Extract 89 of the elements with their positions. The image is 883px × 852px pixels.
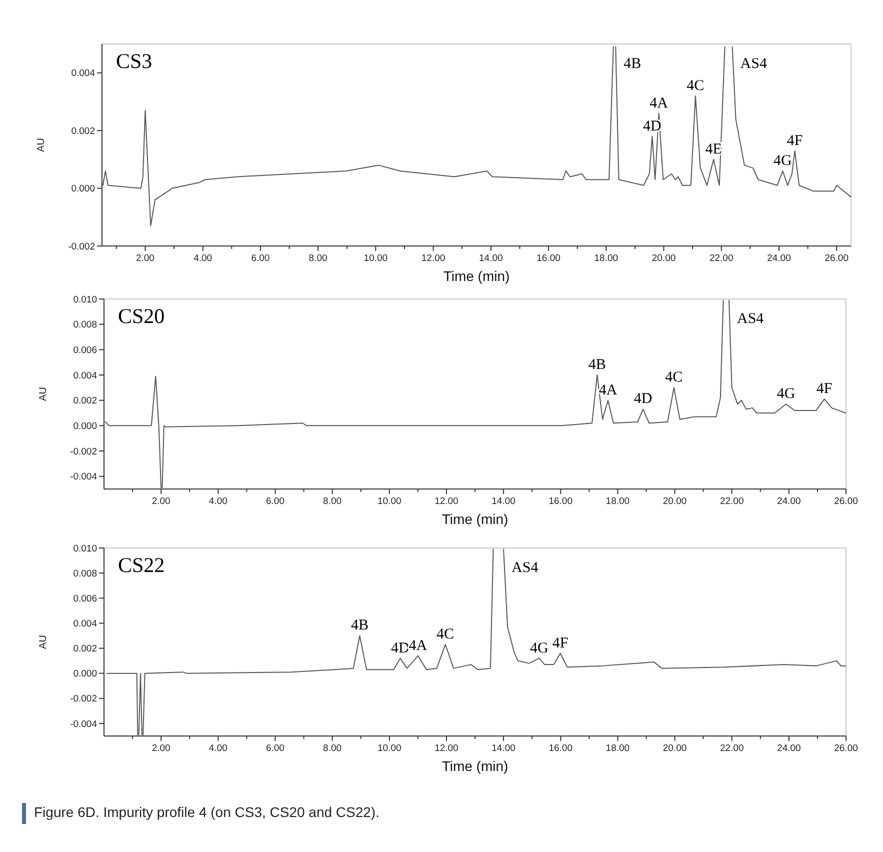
- annotation: 4D: [391, 640, 410, 656]
- chart-title: CS3: [116, 49, 152, 73]
- x-axis-title: Time (min): [442, 758, 508, 774]
- annotation: 4F: [786, 132, 803, 149]
- annotation: 4B: [624, 56, 642, 72]
- caption: Figure 6D. Impurity profile 4 (on CS3, CS20 and CS22).: [34, 804, 380, 820]
- x-tick-label: 12.00: [434, 743, 458, 754]
- y-tick-label: -0.002: [70, 694, 97, 705]
- annotation: 4F: [552, 635, 568, 652]
- x-tick-label: 14.00: [492, 496, 516, 507]
- x-tick-label: 18.00: [606, 496, 630, 507]
- x-tick-label: 16.00: [548, 743, 573, 754]
- x-tick-label: 26.00: [824, 253, 848, 264]
- y-tick-label: 0.008: [73, 568, 97, 580]
- x-tick-label: 26.00: [834, 743, 858, 754]
- x-tick-label: 24.00: [777, 743, 801, 754]
- y-tick-label: 0.008: [73, 320, 97, 331]
- x-tick-label: 8.00: [323, 496, 342, 507]
- annotation: 4B: [588, 357, 606, 373]
- y-tick-label: -0.004: [70, 472, 97, 483]
- x-tick-label: 2.00: [152, 743, 170, 754]
- annotation: 4F: [816, 381, 832, 398]
- y-tick-label: -0.002: [70, 446, 97, 458]
- x-tick-label: 4.00: [208, 743, 228, 754]
- x-tick-label: 2.00: [152, 496, 170, 507]
- x-tick-label: 8.00: [308, 253, 328, 264]
- x-tick-label: 20.00: [652, 253, 676, 264]
- y-tick-label: 0.002: [73, 396, 97, 407]
- y-tick-label: 0.002: [71, 126, 95, 137]
- annotation: 4C: [686, 78, 704, 94]
- annotation: 4G: [530, 640, 549, 656]
- x-tick-label: 20.00: [662, 743, 687, 754]
- x-axis-title: Time (min): [442, 511, 508, 527]
- x-tick-label: 8.00: [323, 743, 342, 754]
- x-tick-label: 22.00: [720, 743, 744, 754]
- y-tick-label: 0.004: [71, 68, 95, 80]
- y-tick-label: 0.006: [73, 344, 97, 356]
- x-tick-label: 6.00: [251, 253, 270, 264]
- x-tick-label: 10.00: [377, 496, 402, 507]
- annotation: 4D: [634, 391, 652, 408]
- annotation: 4A: [408, 638, 428, 654]
- x-tick-label: 12.00: [434, 496, 458, 507]
- annotation: AS4: [740, 56, 768, 72]
- y-tick-label: 0.002: [73, 644, 97, 655]
- y-tick-label: 0.000: [73, 420, 97, 432]
- x-tick-label: 24.00: [767, 253, 791, 264]
- x-tick-label: 16.00: [536, 253, 560, 264]
- annotation: 4A: [598, 382, 618, 398]
- annotation: 4G: [774, 152, 792, 169]
- x-tick-label: 12.00: [421, 253, 446, 264]
- x-tick-label: 18.00: [594, 253, 618, 264]
- y-tick-label: 0.006: [73, 593, 97, 604]
- annotation: 4C: [665, 370, 683, 386]
- annotation: 4B: [350, 618, 368, 634]
- x-tick-label: 20.00: [662, 496, 687, 507]
- y-tick-label: 0.004: [73, 370, 97, 382]
- annotation: AS4: [512, 560, 539, 576]
- x-tick-label: 4.00: [208, 496, 228, 507]
- chart-title: CS20: [118, 304, 165, 328]
- y-axis-title: AU: [38, 635, 49, 649]
- y-tick-label: 0.000: [73, 668, 97, 680]
- x-tick-label: 14.00: [492, 743, 516, 754]
- x-tick-label: 22.00: [709, 253, 734, 264]
- annotation: 4G: [776, 386, 796, 402]
- x-tick-label: 18.00: [606, 743, 630, 754]
- x-tick-label: 6.00: [266, 743, 284, 754]
- chart-title: CS22: [118, 553, 165, 577]
- y-tick-label: 0.004: [73, 618, 97, 630]
- y-tick-label: 0.010: [73, 294, 97, 306]
- x-tick-label: 10.00: [377, 743, 402, 754]
- annotation: 4A: [650, 95, 668, 112]
- annotation: AS4: [736, 311, 764, 327]
- y-tick-label: -0.004: [70, 718, 97, 730]
- y-axis-title: AU: [38, 387, 49, 401]
- x-tick-label: 24.00: [777, 496, 801, 507]
- x-tick-label: 4.00: [194, 253, 212, 264]
- annotation: 4C: [436, 626, 454, 643]
- y-tick-label: 0.000: [71, 184, 95, 195]
- x-tick-label: 22.00: [720, 496, 744, 507]
- y-tick-label: 0.010: [73, 543, 97, 554]
- x-tick-label: 26.00: [834, 496, 858, 507]
- x-tick-label: 14.00: [479, 253, 503, 264]
- y-axis-title: AU: [36, 138, 47, 152]
- y-tick-label: -0.002: [68, 241, 95, 252]
- x-tick-label: 10.00: [364, 253, 388, 264]
- x-axis-title: Time (min): [443, 268, 510, 284]
- x-tick-label: 6.00: [266, 496, 284, 507]
- x-tick-label: 16.00: [548, 496, 573, 507]
- x-tick-label: 2.00: [136, 253, 154, 264]
